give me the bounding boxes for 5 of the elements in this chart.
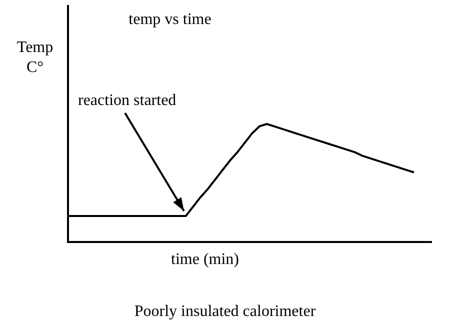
y-axis-title: Temp C° [16, 39, 54, 76]
chart-title: temp vs time [128, 11, 212, 28]
x-axis-title: time (min) [171, 251, 239, 268]
text: reaction started [78, 92, 176, 110]
text: Poorly insulated calorimeter [134, 303, 316, 320]
